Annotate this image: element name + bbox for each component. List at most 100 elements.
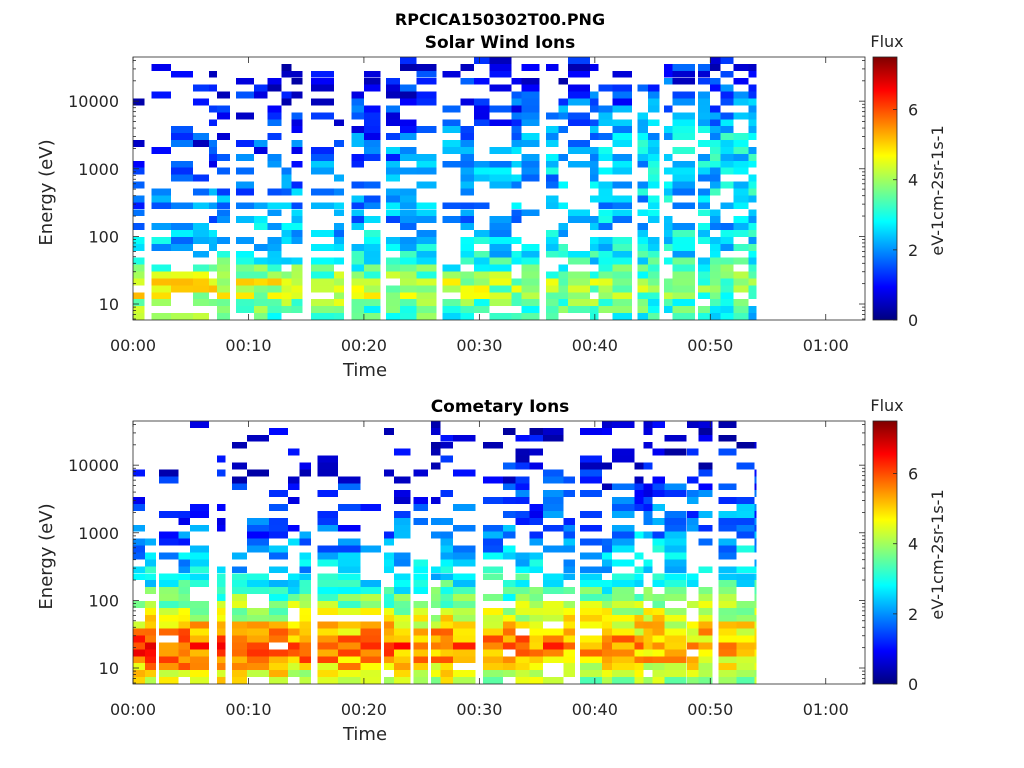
heatmap-cell (515, 490, 530, 498)
heatmap-cell (440, 670, 454, 678)
heatmap-cell (686, 490, 699, 498)
heatmap-cell (647, 285, 660, 293)
heatmap-cell (216, 635, 226, 643)
heatmap-cell (394, 614, 411, 622)
heatmap-cell (686, 628, 699, 636)
heatmap-cell (364, 216, 381, 224)
heatmap-cell (413, 497, 428, 504)
heatmap-cell (386, 299, 401, 307)
heatmap-cell (178, 566, 191, 574)
heatmap-cell (159, 594, 179, 601)
heatmap-cell (720, 147, 734, 154)
heatmap-cell (151, 195, 171, 203)
heatmap-cell (543, 524, 564, 532)
heatmap-cell (672, 313, 695, 320)
heatmap-cell (460, 250, 475, 258)
heatmap-cell (647, 292, 660, 300)
heatmap-cell (299, 656, 311, 664)
heatmap-cell (208, 105, 217, 113)
heatmap-cell (416, 98, 437, 106)
heatmap-cell (317, 607, 339, 615)
heatmap-cell (664, 133, 673, 140)
heatmap-cell (171, 230, 193, 237)
heatmap-cell (431, 656, 441, 664)
heatmap-cell (647, 271, 660, 279)
heatmap-cell (612, 649, 635, 657)
heatmap-cell (720, 160, 734, 168)
heatmap-cell (192, 84, 209, 92)
heatmap-cell (664, 566, 687, 574)
heatmap-cell (364, 84, 381, 92)
heatmap-cell (754, 670, 757, 678)
heatmap-cell (647, 160, 660, 168)
heatmap-cell (664, 531, 687, 539)
heatmap-cell (217, 188, 230, 196)
heatmap-cell (384, 566, 395, 574)
heatmap-cell (269, 490, 289, 498)
heatmap-cell (267, 112, 282, 120)
heatmap-cell (698, 663, 713, 671)
heatmap-cell (394, 600, 411, 608)
heatmap-cell (754, 545, 757, 553)
heatmap-cell (413, 656, 428, 664)
heatmap-cell (133, 292, 145, 300)
heatmap-cell (208, 236, 217, 244)
heatmap-cell (672, 119, 695, 127)
heatmap-cell (431, 421, 441, 428)
heatmap-cell (672, 230, 695, 237)
heatmap-cell (637, 160, 648, 168)
heatmap-cell (664, 628, 687, 636)
heatmap-cell (351, 98, 365, 106)
spectrogram-cells (133, 57, 757, 320)
heatmap-cell (543, 635, 564, 643)
heatmap-cell (546, 271, 559, 279)
heatmap-cell (602, 614, 612, 622)
heatmap-cell (598, 257, 613, 265)
heatmap-cell (364, 264, 381, 272)
heatmap-cell (192, 278, 209, 286)
heatmap-cell (288, 656, 300, 664)
heatmap-cell (178, 511, 191, 518)
heatmap-cell (558, 153, 569, 161)
heatmap-cell (589, 257, 599, 265)
heatmap-cell (511, 216, 522, 224)
heatmap-cell (416, 257, 437, 265)
heatmap-cell (144, 600, 157, 608)
heatmap-cell (598, 167, 613, 175)
heatmap-cell (236, 112, 254, 120)
heatmap-cell (400, 271, 417, 279)
heatmap-cell (637, 271, 648, 279)
x-tick-label: 00:20 (341, 700, 387, 719)
heatmap-cell (151, 292, 171, 300)
heatmap-cell (736, 462, 755, 470)
heatmap-cell (612, 538, 635, 546)
heatmap-cell (253, 216, 268, 224)
heatmap-cell (267, 313, 282, 320)
heatmap-cell (748, 278, 757, 286)
heatmap-cell (664, 656, 687, 664)
heatmap-cell (672, 147, 695, 154)
heatmap-cell (503, 607, 516, 615)
heatmap-cell (652, 614, 665, 622)
heatmap-cell (440, 621, 454, 629)
heatmap-cell (269, 594, 289, 601)
heatmap-cell (664, 216, 673, 224)
heatmap-cell (568, 250, 590, 258)
heatmap-cell (400, 278, 417, 286)
heatmap-cell (515, 483, 530, 491)
heatmap-cell (602, 600, 612, 608)
heatmap-cell (247, 628, 270, 636)
heatmap-cell (672, 299, 695, 307)
heatmap-cell (291, 70, 303, 78)
heatmap-cell (736, 628, 755, 636)
heatmap-cell (440, 663, 454, 671)
heatmap-cell (579, 614, 603, 622)
heatmap-cell (351, 160, 365, 168)
heatmap-cell (431, 614, 441, 622)
heatmap-cell (503, 670, 516, 678)
heatmap-cell (133, 663, 145, 671)
heatmap-cell (291, 264, 303, 272)
heatmap-cell (529, 587, 543, 594)
heatmap-cell (236, 153, 254, 161)
heatmap-cell (733, 77, 749, 85)
